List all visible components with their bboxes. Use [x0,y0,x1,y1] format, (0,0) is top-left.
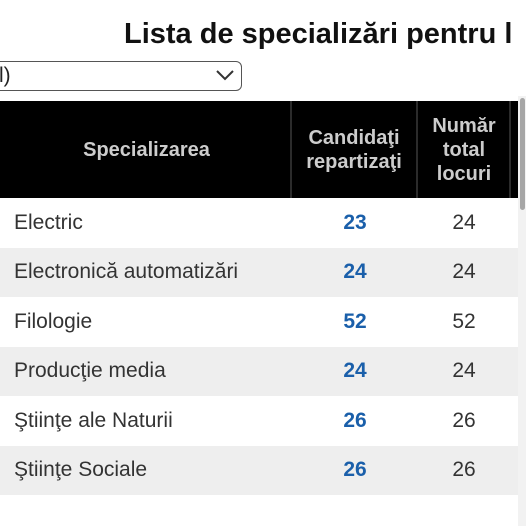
column-divider [290,101,292,198]
column-header-total-places[interactable]: Număr total locuri [432,114,496,185]
table-header: Specializarea Candidaţi repartizaţi Numă… [0,101,518,198]
column-divider [416,101,418,198]
column-header-specialization[interactable]: Specializarea [83,138,210,161]
column-divider [509,101,511,198]
candidates-count: 52 [343,309,367,333]
scrollbar-track[interactable] [518,96,526,526]
total-places: 26 [452,408,476,432]
specialization-name: Producţie media [14,359,166,383]
table-body: Electric 23 24 Electronică automatizări … [0,198,518,495]
candidates-count: 26 [343,408,367,432]
chevron-down-icon [216,70,234,81]
table-row[interactable]: Electric 23 24 [0,198,518,248]
page-title: Lista de specializări pentru l [124,18,513,50]
table-row[interactable]: Electronică automatizări 24 24 [0,247,518,297]
scrollbar-thumb[interactable] [520,98,525,210]
specialization-name: Filologie [14,309,93,333]
candidates-count: 24 [343,359,367,383]
dropdown-selected-value: l) [0,64,11,87]
candidates-count: 23 [343,210,367,234]
specialization-name: Electronică automatizări [14,260,239,284]
candidates-count: 24 [343,260,367,284]
total-places: 24 [452,210,476,234]
candidates-count: 26 [343,458,367,482]
specialization-name: Electric [14,210,83,234]
specialization-filter-dropdown[interactable]: l) [0,61,242,91]
table-row[interactable]: Producţie media 24 24 [0,346,518,396]
specialization-name: Ştiinţe ale Naturii [14,408,173,432]
total-places: 52 [452,309,476,333]
table-row[interactable]: Ştiinţe ale Naturii 26 26 [0,396,518,446]
table-row[interactable]: Ştiinţe Sociale 26 26 [0,445,518,495]
column-header-candidates[interactable]: Candidaţi repartizaţi [306,126,402,173]
specialization-name: Ştiinţe Sociale [14,458,148,482]
total-places: 24 [452,359,476,383]
total-places: 24 [452,260,476,284]
total-places: 26 [452,458,476,482]
table-row[interactable]: Filologie 52 52 [0,297,518,347]
